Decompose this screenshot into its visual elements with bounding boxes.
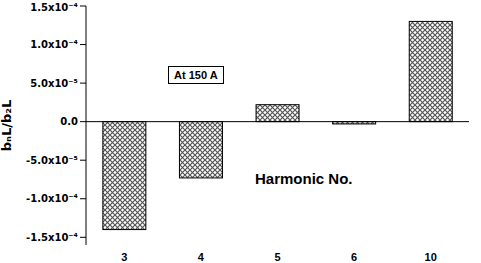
svg-text:5.0x10⁻⁵: 5.0x10⁻⁵ [30, 78, 78, 89]
svg-text:0.0: 0.0 [60, 116, 78, 127]
svg-text:-1.0x10⁻⁴: -1.0x10⁻⁴ [26, 193, 78, 204]
svg-text:bₙL/b₂L: bₙL/b₂L [8, 100, 14, 152]
html-text:Harmonic No.: Harmonic No. [255, 170, 353, 187]
svg-text:-5.0x10⁻⁵: -5.0x10⁻⁵ [26, 155, 78, 166]
svg-text:1.5x10⁻⁴: 1.5x10⁻⁴ [30, 2, 78, 13]
html-text:At 150 A: At 150 A [174, 69, 218, 81]
svg-text:-1.5x10⁻⁴: -1.5x10⁻⁴ [26, 232, 78, 243]
svg-text:3: 3 [121, 251, 127, 263]
svg-text:1.0x10⁻⁴: 1.0x10⁻⁴ [30, 39, 78, 50]
svg-text:5: 5 [274, 251, 280, 263]
svg-text:6: 6 [351, 251, 357, 263]
svg-text:10: 10 [425, 251, 437, 263]
svg-text:4: 4 [198, 251, 205, 263]
